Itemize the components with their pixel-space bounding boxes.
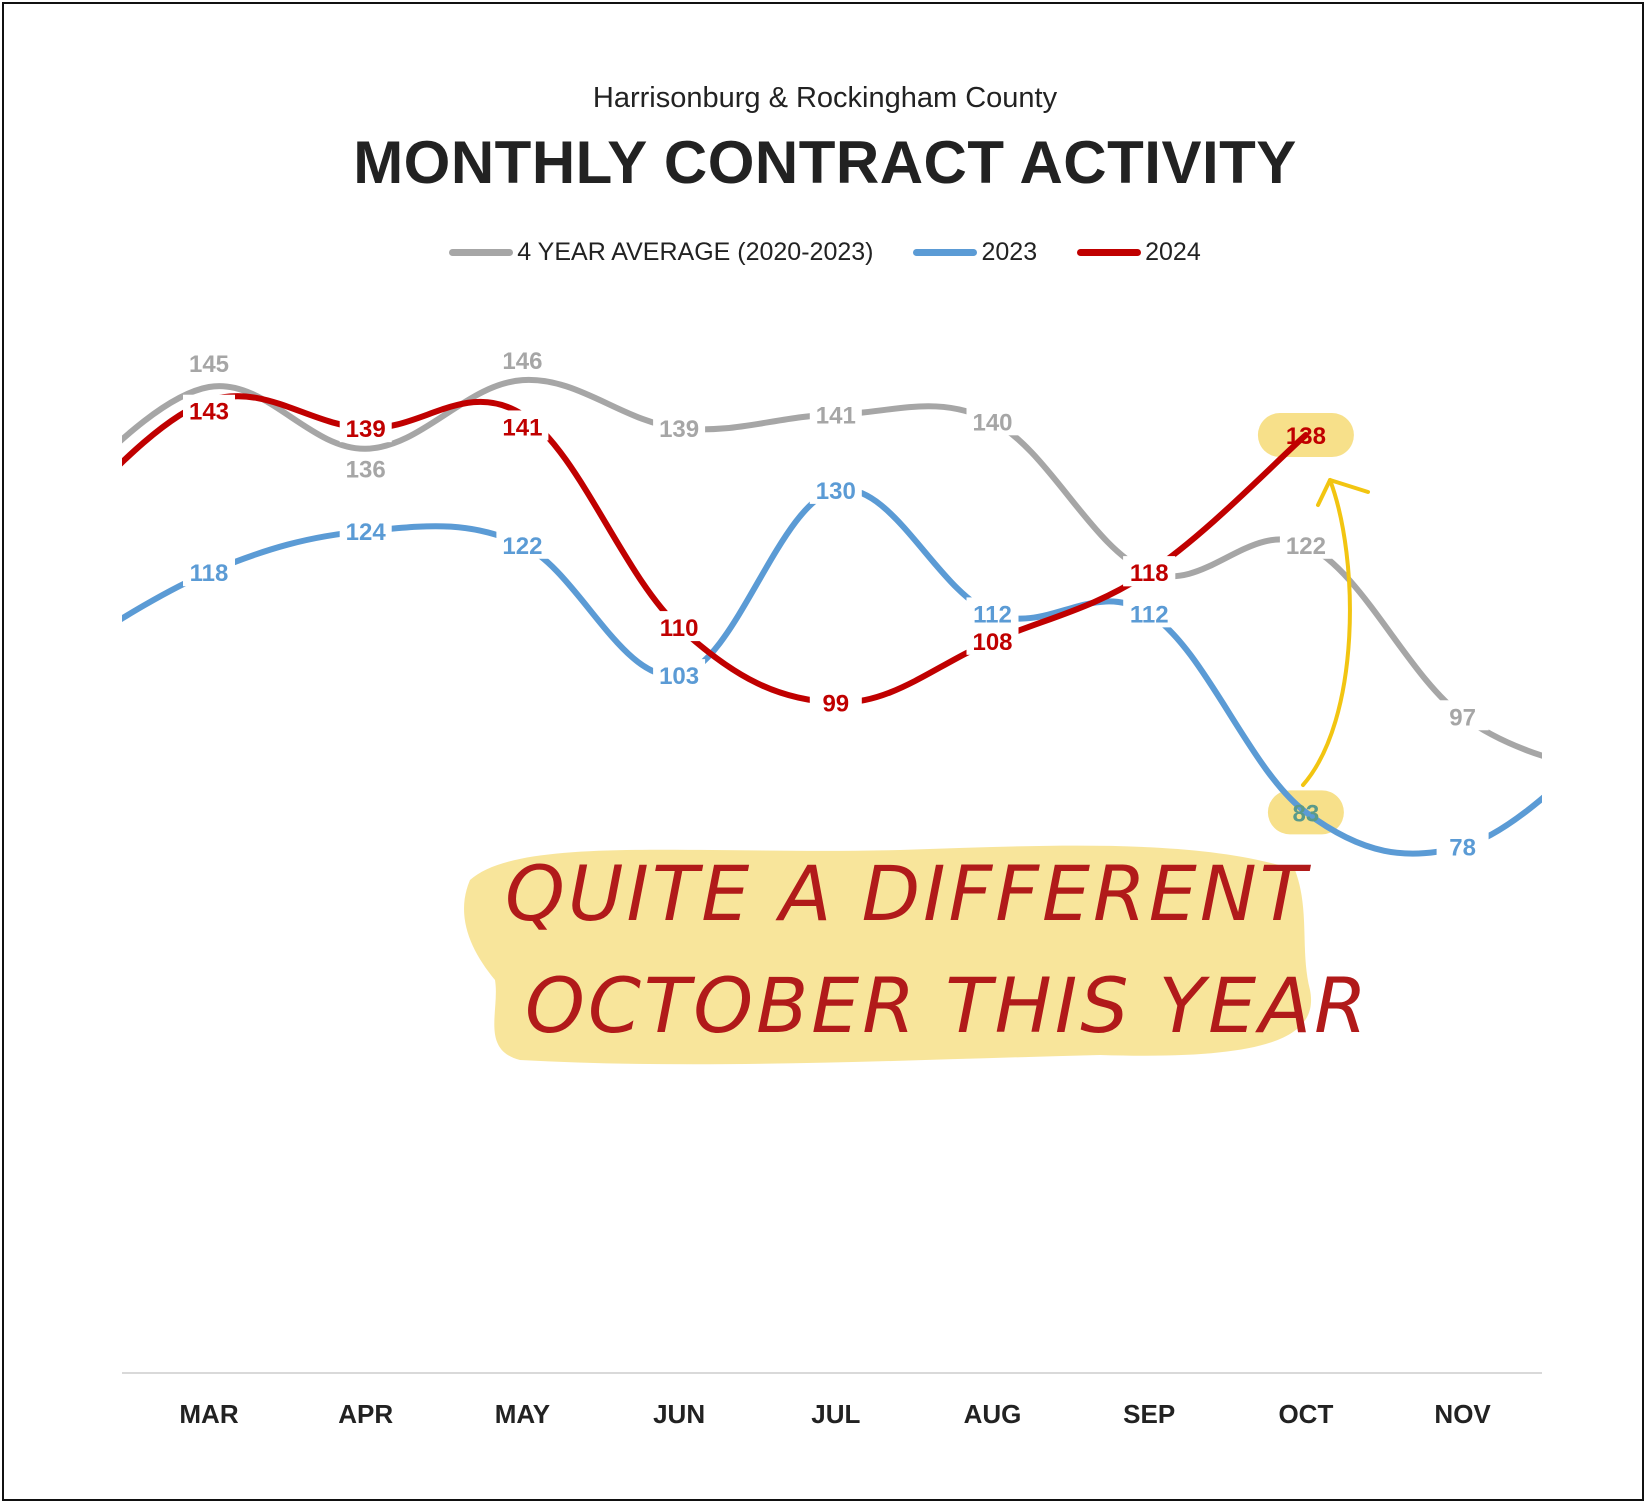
data-label-0-jul: 141 <box>816 402 856 429</box>
x-tick-jul: JUL <box>811 1399 860 1429</box>
data-label-bg <box>809 473 862 504</box>
data-label-bg <box>496 410 549 441</box>
legend-item-2024: 2024 <box>1077 238 1201 267</box>
data-label-2-sep: 118 <box>1130 560 1169 587</box>
data-label-bg <box>1123 556 1176 587</box>
data-label-bg <box>809 686 862 717</box>
legend-label-2023: 2023 <box>981 238 1038 266</box>
data-label-bg <box>653 659 706 690</box>
annotation: QUITE A DIFFERENT OCTOBER THIS YEAR <box>505 478 1370 1050</box>
series-line-1 <box>122 486 1542 857</box>
annotation-line-1: QUITE A DIFFERENT <box>505 849 1312 938</box>
data-label-2-oct: 138 <box>1286 423 1326 450</box>
legend-swatch-2023 <box>913 249 978 256</box>
data-label-bg <box>809 398 862 429</box>
data-label-bg <box>966 597 1019 628</box>
data-label-bg <box>653 412 706 443</box>
legend-label-average: 4 YEAR AVERAGE (2020-2023) <box>517 238 874 266</box>
legend-item-average: 4 YEAR AVERAGE (2020-2023) <box>449 238 873 267</box>
data-label-1-jul: 130 <box>816 478 856 505</box>
series-line-0 <box>122 377 1542 759</box>
data-label-2-aug: 108 <box>972 629 1012 656</box>
annotation-highlight <box>464 845 1312 1065</box>
data-label-bg <box>653 611 706 642</box>
data-label-0-jun: 139 <box>659 416 699 443</box>
annotation-arrowhead <box>1316 478 1370 507</box>
data-label-bg <box>966 624 1019 655</box>
x-tick-nov: NOV <box>1434 1399 1491 1429</box>
legend-item-2023: 2023 <box>913 238 1037 267</box>
x-tick-aug: AUG <box>964 1399 1022 1429</box>
data-label-2-jul: 99 <box>822 691 849 718</box>
data-label-0-nov: 97 <box>1449 704 1476 731</box>
data-label-1-sep: 112 <box>1130 601 1169 628</box>
data-label-0-mar: 145 <box>189 351 229 378</box>
data-label-bg <box>966 405 1019 436</box>
data-label-layer: 145 136 146 139 141 140 118 122 97 118 124 122 103 13… <box>183 344 1489 862</box>
data-label-0-oct: 122 <box>1286 533 1326 560</box>
chart-title: MONTHLY CONTRACT ACTIVITY <box>353 129 1297 196</box>
x-tick-layer: MAR APR MAY JUN JUL AUG SEP OCT NOV <box>179 1399 1491 1429</box>
data-label-0-may: 146 <box>502 348 542 375</box>
chart-legend: 4 YEAR AVERAGE (2020-2023) 2023 2024 <box>0 238 1650 267</box>
data-label-bg <box>1436 830 1489 861</box>
data-label-2-apr: 139 <box>346 416 386 443</box>
data-label-1-apr: 124 <box>346 519 387 546</box>
data-label-1-oct: 83 <box>1293 800 1320 827</box>
data-label-2-mar: 143 <box>189 399 229 426</box>
data-label-bg <box>183 394 235 425</box>
data-label-0-aug: 140 <box>972 409 1012 436</box>
data-label-bg <box>339 412 392 443</box>
highlight-layer <box>464 413 1354 1065</box>
data-label-bg <box>339 452 392 483</box>
data-label-0-apr: 136 <box>346 457 386 484</box>
annotation-line-2: OCTOBER THIS YEAR <box>525 961 1370 1050</box>
data-label-bg <box>496 528 549 559</box>
data-label-bg <box>496 344 549 375</box>
data-label-bg <box>1123 597 1176 628</box>
data-label-bg <box>183 556 235 587</box>
legend-swatch-2024 <box>1077 249 1142 256</box>
x-tick-jun: JUN <box>653 1399 705 1429</box>
data-label-1-mar: 118 <box>190 560 229 587</box>
data-label-2-jun: 110 <box>660 615 699 642</box>
x-tick-mar: MAR <box>179 1399 238 1429</box>
x-tick-apr: APR <box>338 1399 393 1429</box>
data-label-1-nov: 78 <box>1449 835 1476 862</box>
legend-label-2024: 2024 <box>1145 238 1201 266</box>
data-label-bg <box>1279 528 1332 559</box>
x-tick-may: MAY <box>495 1399 550 1429</box>
series-layer <box>122 377 1542 857</box>
data-label-1-may: 122 <box>502 533 542 560</box>
data-label-bg <box>1436 700 1489 731</box>
chart-subtitle: Harrisonburg & Rockingham County <box>592 82 1058 114</box>
legend-swatch-average <box>449 249 514 256</box>
x-tick-oct: OCT <box>1278 1399 1333 1429</box>
data-label-bg <box>339 515 392 546</box>
x-tick-sep: SEP <box>1123 1399 1175 1429</box>
data-label-1-aug: 112 <box>973 601 1012 628</box>
data-label-1-jun: 103 <box>659 663 699 690</box>
data-label-2-may: 141 <box>502 414 542 441</box>
annotation-arrow <box>1301 478 1352 787</box>
data-label-bg <box>183 347 235 377</box>
